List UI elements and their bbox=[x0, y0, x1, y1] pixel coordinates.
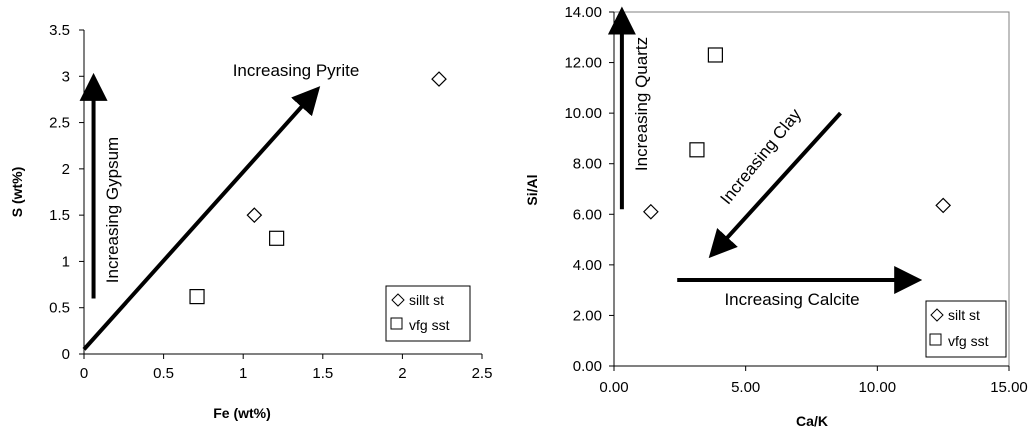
left-legend-square-marker bbox=[390, 317, 403, 330]
left-point-square bbox=[189, 289, 205, 305]
right-annotation-label-0: Increasing Quartz bbox=[632, 37, 651, 171]
left-x-axis-label: Fe (wt%) bbox=[213, 405, 271, 421]
left-x-tick-label: 1.5 bbox=[312, 365, 333, 382]
chart-left: 0 0.5 1 1.5 2 2.5 0 0.5 1 1.5 2 2.5 3 3.5 Increasing P… bbox=[9, 22, 492, 421]
left-y-tick-label: 0 bbox=[62, 346, 70, 363]
right-y-tick-label: 12.00 bbox=[564, 55, 602, 72]
right-annotation-label-1: Increasing Clay bbox=[716, 105, 805, 208]
right-arrow-1 bbox=[708, 111, 842, 259]
left-y-tick-label: 2.5 bbox=[49, 115, 70, 132]
right-y-tick-label: 4.00 bbox=[573, 257, 602, 274]
chart-right: 0.00 5.00 10.00 15.00 0.00 2.00 4.00 6.00 8.00 10… bbox=[524, 4, 1028, 429]
left-annotation-label-0: Increasing Pyrite bbox=[233, 61, 360, 80]
right-point-square bbox=[689, 142, 705, 158]
right-legend-label-1: vfg sst bbox=[948, 333, 989, 349]
right-y-tick-label: 0.00 bbox=[573, 358, 602, 375]
left-plot-area: 0 0.5 1 1.5 2 2.5 0 0.5 1 1.5 2 2.5 3 3.5 Increasing P… bbox=[49, 22, 492, 382]
right-legend-label-0: silt st bbox=[948, 307, 980, 323]
left-y-tick-label: 2 bbox=[62, 161, 70, 178]
right-x-tick-label: 10.00 bbox=[859, 379, 897, 396]
right-point-diamond bbox=[643, 203, 659, 220]
right-point-square bbox=[707, 47, 723, 63]
left-point-square bbox=[269, 230, 285, 246]
right-y-axis-label: Si/Al bbox=[524, 174, 540, 205]
right-legend: silt st vfg sst bbox=[925, 300, 1007, 358]
right-point-diamond bbox=[935, 197, 952, 214]
left-legend-label-0: sillt st bbox=[409, 292, 444, 308]
right-legend-diamond-marker bbox=[930, 308, 944, 322]
left-x-tick-label: 2 bbox=[398, 365, 406, 382]
right-annotation-label-2: Increasing Calcite bbox=[724, 290, 859, 309]
right-x-axis-label: Ca/K bbox=[796, 413, 828, 429]
right-y-tick-label: 14.00 bbox=[564, 4, 602, 21]
left-legend-label-1: vfg sst bbox=[409, 317, 450, 333]
left-legend-box bbox=[385, 285, 471, 342]
left-x-tick-label: 1 bbox=[239, 365, 247, 382]
left-annotation-label-1: Increasing Gypsum bbox=[103, 137, 122, 283]
right-y-tick-label: 8.00 bbox=[573, 156, 602, 173]
right-y-tick-label: 6.00 bbox=[573, 206, 602, 223]
left-y-tick-label: 3.5 bbox=[49, 22, 70, 39]
right-y-tick-label: 10.00 bbox=[564, 105, 602, 122]
left-y-tick-label: 3 bbox=[62, 68, 70, 85]
left-point-diamond bbox=[431, 71, 447, 87]
left-x-tick-label: 2.5 bbox=[472, 365, 493, 382]
right-legend-square-marker bbox=[929, 333, 942, 346]
left-y-tick-label: 1.5 bbox=[49, 207, 70, 224]
right-legend-box bbox=[925, 300, 1007, 358]
left-y-tick-label: 0.5 bbox=[49, 300, 70, 317]
right-x-tick-label: 0.00 bbox=[599, 379, 628, 396]
left-y-tick-label: 1 bbox=[62, 253, 70, 270]
right-x-tick-label: 5.00 bbox=[731, 379, 760, 396]
right-x-tick-label: 15.00 bbox=[990, 379, 1028, 396]
left-x-tick-label: 0.5 bbox=[153, 365, 174, 382]
left-point-diamond bbox=[246, 207, 263, 223]
right-y-tick-label: 2.00 bbox=[573, 307, 602, 324]
left-legend-diamond-marker bbox=[391, 293, 405, 307]
left-arrow-0 bbox=[82, 86, 321, 351]
left-legend: sillt st vfg sst bbox=[385, 285, 471, 342]
left-y-axis-label: S (wt%) bbox=[9, 167, 25, 218]
left-x-tick-label: 0 bbox=[80, 365, 88, 382]
